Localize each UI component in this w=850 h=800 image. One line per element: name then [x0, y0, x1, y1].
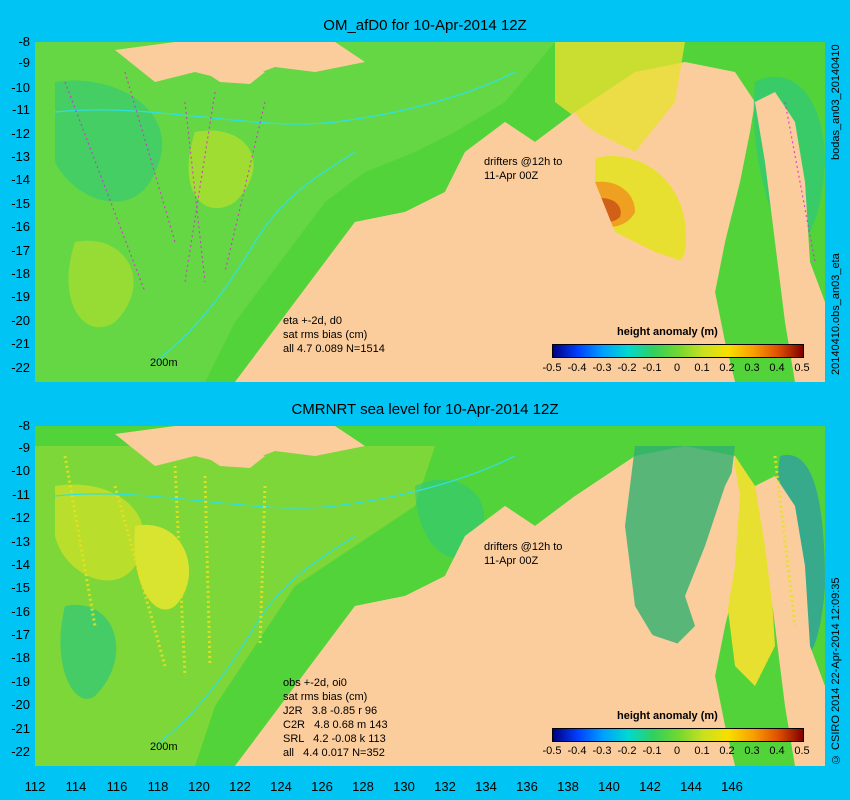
bottom-cbar-tick: 0.5	[794, 745, 810, 757]
bottom-y-tick: -16	[11, 604, 30, 619]
bottom-y-tick: -21	[11, 721, 30, 736]
top-y-tick: -14	[11, 172, 30, 187]
top-y-tick: -12	[11, 126, 30, 141]
top-y-tick: -13	[11, 149, 30, 164]
top-y-tick: -19	[11, 289, 30, 304]
top-cbar-tick: -0.2	[617, 362, 637, 374]
top-y-tick: -20	[11, 313, 30, 328]
top-cbar-tick: 0.3	[744, 362, 760, 374]
x-tick: 140	[598, 779, 620, 794]
top-map	[35, 42, 825, 382]
bottom-y-tick: -10	[11, 463, 30, 478]
bottom-map-title: CMRNRT sea level for 10-Apr-2014 12Z	[291, 401, 559, 418]
bottom-cbar-tick: 0.2	[719, 745, 735, 757]
top-cbar-tick: -0.5	[542, 362, 562, 374]
bottom-side-label: © CSIRO 2014 22-Apr-2014 12:09:35	[830, 577, 842, 765]
bottom-cbar-tick: 0.3	[744, 745, 760, 757]
top-stats-block: eta +-2d, d0 sat rms bias (cm) all 4.7 0…	[283, 315, 385, 355]
top-land-north	[115, 42, 365, 82]
bottom-cbar-tick: -0.3	[592, 745, 612, 757]
bottom-cbar-tick: 0.1	[694, 745, 710, 757]
bottom-obs-tracks	[63, 455, 797, 677]
top-y-tick: -15	[11, 196, 30, 211]
top-cbar-tick: 0.1	[694, 362, 710, 374]
top-cbar-tick: -0.1	[642, 362, 662, 374]
x-tick: 112	[24, 779, 46, 794]
top-cbar-tick: 0	[673, 362, 681, 374]
x-tick: 120	[188, 779, 210, 794]
bottom-colorbar-title: height anomaly (m)	[617, 710, 718, 722]
x-tick: 128	[352, 779, 374, 794]
x-tick: 116	[106, 779, 128, 794]
bottom-y-tick: -17	[11, 627, 30, 642]
bottom-cbar-tick: -0.5	[542, 745, 562, 757]
bottom-cbar-tick: -0.4	[567, 745, 587, 757]
top-drifters-label: drifters @12h to 11-Apr 00Z	[484, 156, 563, 182]
top-colorbar-title: height anomaly (m)	[617, 326, 718, 338]
top-y-tick: -8	[18, 34, 30, 49]
top-cbar-tick: 0.4	[769, 362, 785, 374]
top-cbar-tick: -0.3	[592, 362, 612, 374]
bottom-y-tick: -12	[11, 510, 30, 525]
bottom-cbar-tick: -0.2	[617, 745, 637, 757]
top-scale-label: 200m	[150, 357, 178, 369]
top-y-tick: -16	[11, 219, 30, 234]
x-tick: 130	[393, 779, 415, 794]
x-tick: 122	[229, 779, 251, 794]
bottom-y-tick: -8	[18, 418, 30, 433]
x-tick: 132	[434, 779, 456, 794]
bottom-y-tick: -18	[11, 650, 30, 665]
bottom-cbar-tick: -0.1	[642, 745, 662, 757]
top-y-tick: -21	[11, 336, 30, 351]
x-tick: 136	[516, 779, 538, 794]
bottom-stats-block: obs +-2d, oi0 sat rms bias (cm) J2R 3.8 …	[283, 677, 388, 759]
top-cbar-tick: -0.4	[567, 362, 587, 374]
x-tick: 118	[147, 779, 169, 794]
top-y-tick: -10	[11, 80, 30, 95]
top-isobath	[54, 71, 516, 125]
bottom-drifters-label: drifters @12h to 11-Apr 00Z	[484, 541, 563, 567]
bottom-y-tick: -20	[11, 697, 30, 712]
bottom-map-graphic	[35, 426, 825, 766]
bottom-y-tick: -9	[18, 440, 30, 455]
bottom-y-tick: -22	[11, 744, 30, 759]
x-tick: 138	[557, 779, 579, 794]
bottom-map	[35, 426, 825, 766]
top-y-tick: -11	[12, 102, 30, 117]
x-tick: 114	[65, 779, 87, 794]
x-tick: 146	[721, 779, 743, 794]
x-tick: 126	[311, 779, 333, 794]
bottom-y-tick: -14	[11, 557, 30, 572]
top-y-tick: -9	[18, 55, 30, 70]
bottom-y-tick: -15	[11, 580, 30, 595]
bottom-cbar-tick: 0.4	[769, 745, 785, 757]
top-map-title: OM_afD0 for 10-Apr-2014 12Z	[323, 17, 527, 34]
bottom-y-tick: -11	[12, 487, 30, 502]
bottom-cbar-tick: 0	[673, 745, 681, 757]
x-tick: 144	[680, 779, 702, 794]
x-tick: 134	[475, 779, 497, 794]
top-land-australia	[235, 82, 740, 382]
bottom-scale-label: 200m	[150, 741, 178, 753]
top-y-tick: -22	[11, 360, 30, 375]
top-colorbar	[552, 344, 804, 358]
top-y-tick: -17	[11, 243, 30, 258]
top-cbar-tick: 0.5	[794, 362, 810, 374]
top-y-tick: -18	[11, 266, 30, 281]
top-cbar-tick: 0.2	[719, 362, 735, 374]
bottom-colorbar	[552, 728, 804, 742]
top-map-graphic	[35, 42, 825, 382]
x-tick: 124	[270, 779, 292, 794]
top-side-label-upper: bodas_an03_20140410	[830, 44, 842, 160]
bottom-y-tick: -19	[11, 674, 30, 689]
top-side-label: 20140410.obs_an03_eta	[830, 253, 842, 375]
top-satellite-tracks	[64, 71, 816, 293]
x-tick: 142	[639, 779, 661, 794]
bottom-y-tick: -13	[11, 534, 30, 549]
